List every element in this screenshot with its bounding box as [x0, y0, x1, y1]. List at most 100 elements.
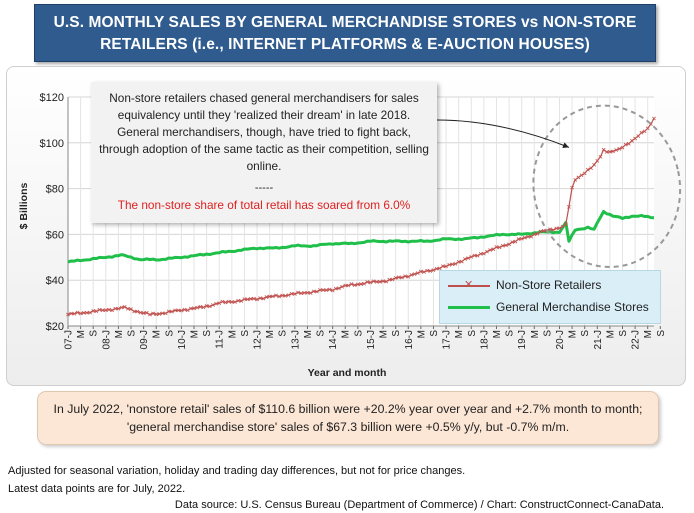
data-point-non-store: [154, 312, 159, 317]
data-point-non-store: [311, 289, 316, 294]
data-point-non-store: [132, 309, 137, 314]
data-point-non-store: [280, 293, 285, 298]
x-tick-label: S: [353, 330, 364, 337]
data-point-non-store: [456, 260, 461, 264]
x-tick-label: S: [391, 330, 402, 337]
data-point-non-store: [359, 282, 363, 286]
x-tick-label: 15-J: [366, 330, 377, 349]
data-point-non-store: [444, 264, 448, 269]
data-point-non-store: [573, 177, 578, 182]
data-point-non-store: [299, 291, 304, 296]
data-point-non-store: [85, 310, 89, 315]
data-point-non-store: [447, 262, 452, 267]
data-point-non-store: [330, 288, 335, 293]
x-tick-label: 22-J: [631, 330, 642, 349]
data-point-non-store: [157, 312, 162, 316]
data-point-non-store: [563, 222, 568, 227]
x-tick-label: 19-J: [517, 330, 528, 349]
chart-title-banner: U.S. MONTHLY SALES BY GENERAL MERCHANDIS…: [34, 4, 656, 62]
data-point-non-store: [601, 147, 606, 152]
x-tick-label: 11-J: [215, 330, 226, 349]
data-point-non-store: [239, 299, 244, 303]
data-point-non-store: [333, 286, 338, 291]
data-point-non-store: [532, 232, 537, 237]
x-tick-label: 07-J: [64, 330, 75, 349]
legend-label-non-store: Non-Store Retailers: [496, 278, 602, 292]
data-point-non-store: [214, 301, 218, 306]
x-tick-label: M: [605, 330, 616, 338]
data-point-non-store: [557, 226, 562, 231]
x-tick-label: M: [227, 330, 238, 338]
data-point-non-store: [472, 253, 477, 258]
data-point-non-store: [441, 264, 445, 269]
data-point-non-store: [173, 308, 178, 313]
data-point-non-store: [463, 257, 467, 261]
data-point-non-store: [220, 299, 225, 304]
data-point-non-store: [72, 311, 77, 316]
data-point-non-store: [431, 268, 436, 272]
y-axis-title: $ Billions: [18, 182, 30, 230]
data-point-non-store: [267, 294, 272, 299]
data-point-non-store: [261, 296, 266, 301]
data-point-non-store: [207, 304, 212, 309]
data-point-non-store: [129, 307, 133, 311]
data-point-non-store: [516, 237, 521, 241]
data-point-non-store: [393, 276, 398, 280]
x-tick-label: M: [152, 330, 163, 338]
data-point-non-store: [608, 149, 612, 154]
data-point-non-store: [620, 145, 625, 150]
x-tick-label: 08-J: [101, 330, 112, 349]
data-point-non-store: [415, 271, 420, 276]
data-point-non-store: [195, 305, 200, 310]
x-tick-label: S: [542, 330, 553, 337]
data-point-non-store: [617, 146, 622, 151]
legend-marker-icon: ✕: [464, 279, 474, 291]
data-point-non-store: [148, 312, 152, 317]
data-point-non-store: [236, 298, 241, 303]
data-point-non-store: [217, 301, 222, 306]
data-point-non-store: [327, 287, 332, 292]
data-point-non-store: [529, 234, 534, 239]
x-tick-label: S: [580, 330, 591, 337]
annotation-text: Non-store retailers chased general merch…: [99, 91, 429, 173]
data-point-non-store: [409, 273, 414, 277]
data-point-non-store: [233, 300, 237, 304]
data-point-non-store: [138, 310, 143, 315]
data-point-non-store: [645, 126, 650, 131]
data-point-non-store: [226, 299, 231, 304]
data-point-non-store: [211, 303, 215, 307]
legend-swatch-general-merchandise: [448, 306, 490, 309]
data-point-non-store: [198, 304, 203, 309]
data-point-non-store: [318, 288, 322, 292]
data-point-non-store: [418, 269, 423, 274]
data-point-non-store: [292, 292, 297, 296]
series-line-general-merchandise: [67, 210, 655, 264]
data-point-non-store: [491, 247, 496, 252]
data-point-non-store: [321, 288, 326, 292]
data-point-non-store: [103, 308, 108, 313]
data-point-non-store: [576, 175, 581, 180]
x-tick-label: M: [643, 330, 654, 338]
data-point-non-store: [223, 300, 228, 305]
data-point-non-store: [500, 243, 505, 248]
data-point-non-store: [185, 308, 190, 313]
data-point-non-store: [100, 308, 105, 313]
data-point-non-store: [554, 226, 559, 231]
data-point-non-store: [428, 269, 433, 273]
data-point-non-store: [229, 300, 234, 304]
data-point-non-store: [497, 245, 502, 250]
data-point-non-store: [179, 308, 184, 313]
data-point-non-store: [519, 236, 524, 241]
x-tick-label: M: [303, 330, 314, 338]
chart-legend: ✕ Non-Store Retailers General Merchandis…: [439, 270, 661, 324]
annotation-highlight: The non-store share of total retail has …: [117, 198, 411, 212]
data-point-non-store: [412, 272, 417, 277]
y-tick-label: $60: [46, 229, 64, 241]
data-point-non-store: [78, 311, 83, 316]
data-point-non-store: [245, 297, 250, 302]
x-axis-title: Year and month: [307, 367, 387, 379]
data-point-non-store: [623, 142, 628, 147]
data-point-non-store: [258, 296, 263, 301]
data-point-non-store: [315, 289, 319, 294]
data-point-non-store: [264, 295, 269, 299]
